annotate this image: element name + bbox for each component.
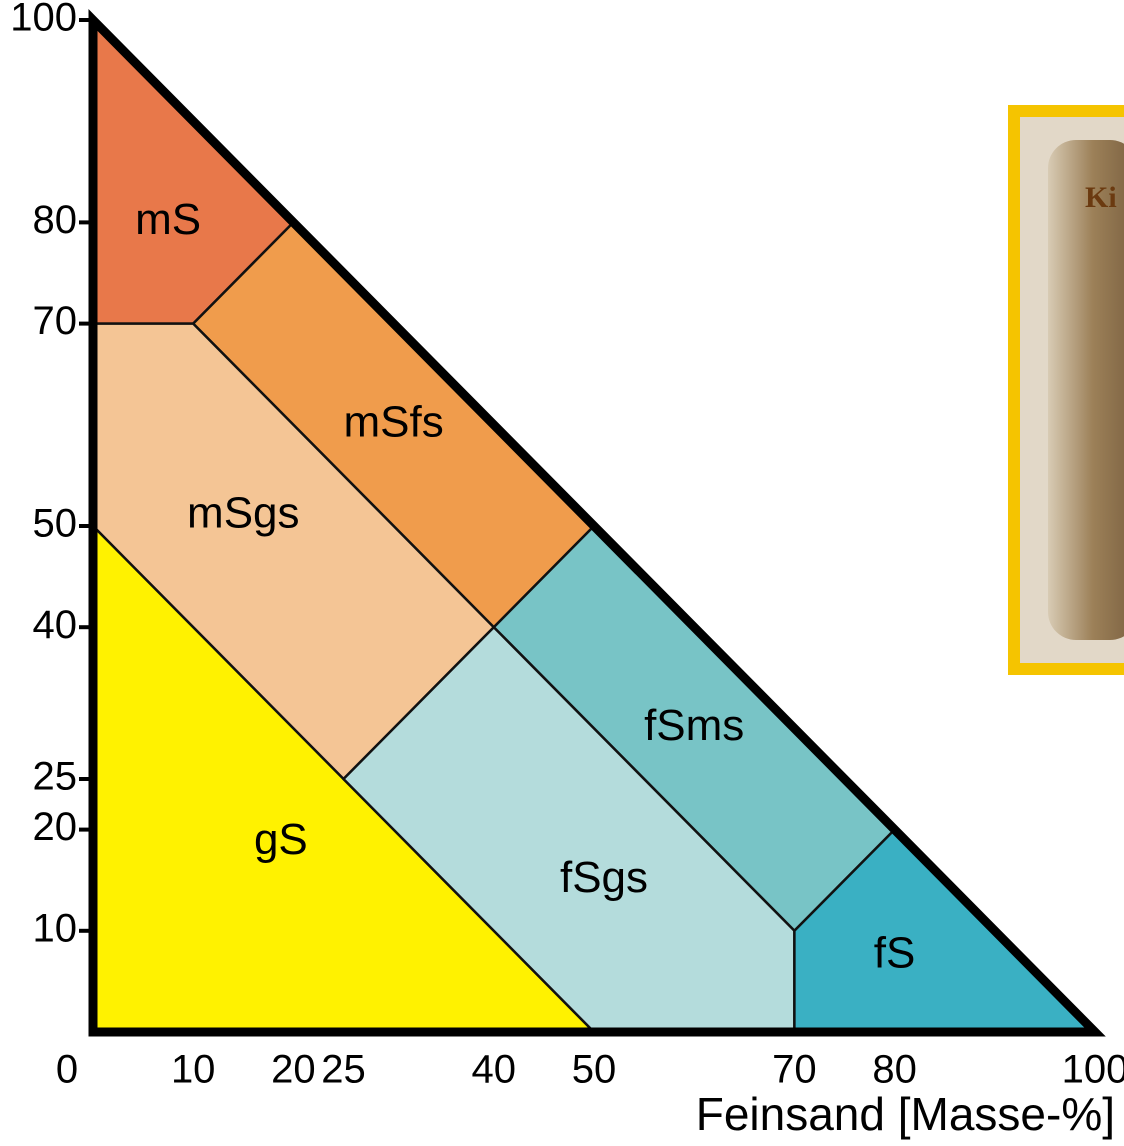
chart: Ki Feinsand [Masse-%] mS mSfs mSgs gS fSms fS… bbox=[0, 0, 1124, 1146]
x-tick-label: 50 bbox=[572, 1048, 617, 1092]
x-tick-label: 20 bbox=[271, 1048, 316, 1092]
photo-caption: Ki bbox=[1085, 181, 1117, 214]
x-tick-label: 25 bbox=[321, 1048, 366, 1092]
x-tick-label: 80 bbox=[872, 1048, 917, 1092]
region-label: fS bbox=[874, 929, 916, 978]
y-tick-label: 25 bbox=[33, 755, 78, 799]
y-tick-label: 70 bbox=[33, 299, 78, 343]
region-label: mSgs bbox=[187, 489, 299, 538]
x-tick-label: 70 bbox=[772, 1048, 817, 1092]
y-tick-label: 100 bbox=[10, 0, 77, 40]
y-tick-label: 20 bbox=[33, 805, 78, 849]
x-axis-title: Feinsand [Masse-%] bbox=[696, 1088, 1115, 1140]
x-tick-label: 40 bbox=[472, 1048, 517, 1092]
y-tick-label: 80 bbox=[33, 198, 78, 242]
y-tick-label: 40 bbox=[33, 603, 78, 647]
y-tick-label: 50 bbox=[33, 502, 78, 546]
region-label: mS bbox=[135, 195, 201, 244]
x-tick-label: 10 bbox=[171, 1048, 216, 1092]
region-label: mSfs bbox=[343, 397, 443, 446]
region-label: gS bbox=[254, 815, 308, 864]
photo: Ki bbox=[1014, 111, 1124, 669]
region-label: fSms bbox=[644, 701, 744, 750]
photo-jar bbox=[1048, 140, 1124, 640]
region-label: fSgs bbox=[560, 853, 648, 902]
x-tick-label: 100 bbox=[1062, 1048, 1124, 1092]
x-tick-label: 0 bbox=[56, 1048, 78, 1092]
y-tick-label: 10 bbox=[33, 906, 78, 950]
